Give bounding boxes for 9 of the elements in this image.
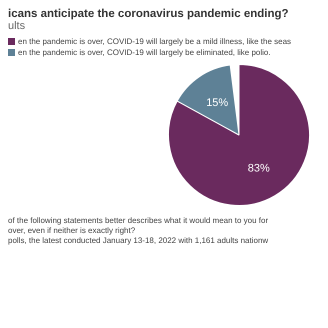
chart-title: icans anticipate the coronavirus pandemic ending? bbox=[8, 8, 290, 20]
chart-subtitle: ults bbox=[8, 20, 26, 32]
legend-label: en the pandemic is over, COVID-19 will largely be a mild illness, like the seas bbox=[18, 36, 292, 47]
data-label: 83% bbox=[248, 162, 270, 174]
data-label: 15% bbox=[206, 96, 228, 109]
text: of the following statements better describes what it would mean to you for bbox=[8, 216, 270, 226]
legend-label: en the pandemic is over, COVID-19 will largely be eliminated, like polio. bbox=[18, 47, 271, 58]
text: over, even if neither is exactly right? bbox=[8, 226, 136, 236]
text: polls, the latest conducted January 13-18, 2022 with 1,161 adults nationw bbox=[8, 236, 270, 246]
